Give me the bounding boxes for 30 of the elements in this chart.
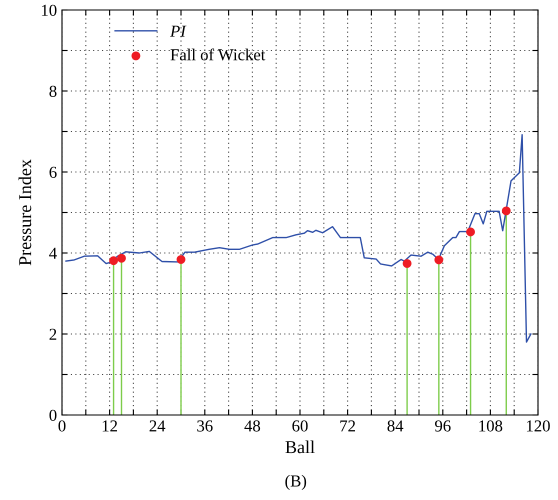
x-tick-label: 12 [102,420,118,432]
point [466,228,475,236]
y-tick-label: 8 [49,86,57,97]
point [117,254,126,263]
line-series [65,134,532,343]
point [502,206,511,216]
x-tick-label: 120 [526,420,550,432]
x-axis-title: Ball [285,440,315,454]
y-tick-label: 10 [42,4,57,16]
x-tick-label: 84 [388,420,404,432]
x-tick-label: 72 [340,420,356,432]
y-tick-label: 0 [49,410,57,421]
point [109,256,118,266]
point [434,255,444,264]
x-tick-label: 24 [150,420,166,432]
y-tick-label: 6 [50,166,57,178]
point [176,255,186,264]
x-tick-label: 108 [479,420,502,432]
legend-label: Fall of Wicket [170,48,266,60]
y-tick-label: 4 [49,248,57,259]
x-tick-label: 36 [197,420,213,432]
y-axis-title: Pressure Index [18,159,32,266]
x-tick-label: 0 [58,420,66,432]
x-tick-label: 48 [244,420,260,432]
x-tick-label: 96 [435,420,451,432]
y-tick-label: 2 [50,328,56,340]
point [402,259,412,268]
x-tick-label: 60 [292,420,308,432]
legend-label: PI [170,26,186,37]
text: (B) [285,474,306,490]
